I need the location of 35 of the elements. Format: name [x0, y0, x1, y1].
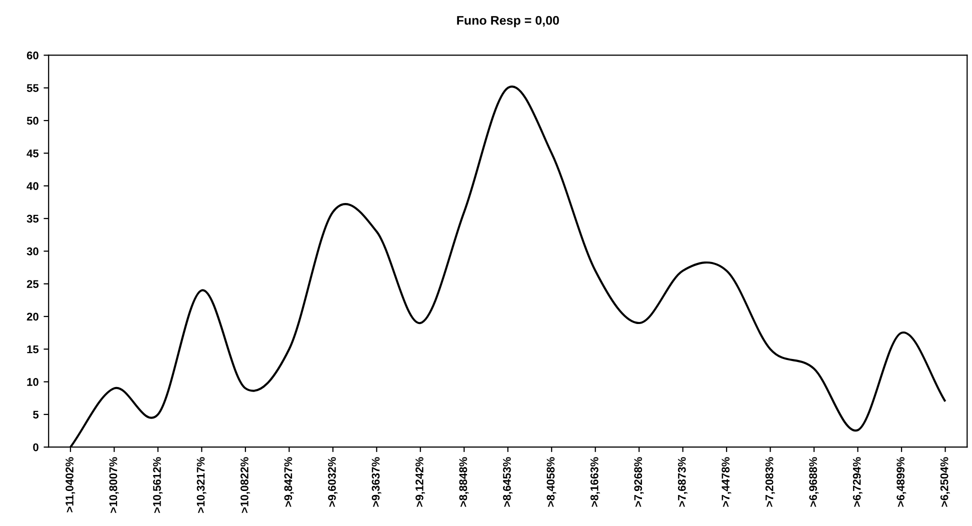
y-tick-label: 15 — [27, 346, 39, 354]
y-tick-label: 25 — [26, 280, 39, 288]
x-tick-label: >6,9688% — [809, 457, 819, 507]
x-tick-label: >7,4478% — [722, 457, 732, 507]
x-tick-label: >6,4899% — [896, 457, 906, 507]
x-tick-label: >10,0822% — [240, 457, 250, 513]
x-tick-label: >10,5612% — [153, 457, 163, 513]
x-tick-label: >9,3637% — [372, 457, 382, 507]
x-tick-label: >9,8427% — [284, 457, 294, 507]
x-tick-label: >7,9268% — [634, 457, 644, 507]
y-tick-label: 0 — [33, 443, 38, 452]
y-tick-label: 60 — [26, 51, 38, 60]
x-tick-label: >8,1663% — [590, 457, 600, 507]
x-tick-label: >7,2083% — [765, 457, 775, 507]
y-tick-label: 20 — [26, 312, 38, 321]
y-tick-label: 30 — [26, 247, 38, 256]
y-tick-label: 10 — [27, 378, 38, 386]
x-tick-label: >8,8848% — [459, 457, 469, 507]
x-tick-label: >9,1242% — [416, 457, 425, 507]
x-tick-label: >10,3217% — [196, 457, 206, 513]
y-tick-label: 5 — [33, 410, 39, 419]
y-tick-label: 55 — [26, 84, 39, 92]
x-tick-label: >8,6453% — [502, 457, 512, 507]
y-tick-label: 40 — [26, 182, 38, 190]
x-tick-label: >8,4058% — [546, 457, 556, 507]
x-tick-label: >6,2504% — [940, 457, 950, 507]
x-tick-label: >6,7294% — [852, 457, 862, 507]
y-tick-label: 45 — [26, 150, 39, 158]
x-tick-label: >10,8007% — [109, 457, 119, 513]
x-tick-label: >7,6873% — [678, 457, 688, 507]
x-tick-label: >11,0402% — [66, 457, 76, 512]
y-tick-label: 50 — [26, 116, 38, 125]
chart-title: Funo Resp = 0,00 — [457, 16, 559, 28]
y-tick-label: 35 — [26, 214, 39, 223]
x-tick-label: >9,6032% — [328, 457, 338, 507]
